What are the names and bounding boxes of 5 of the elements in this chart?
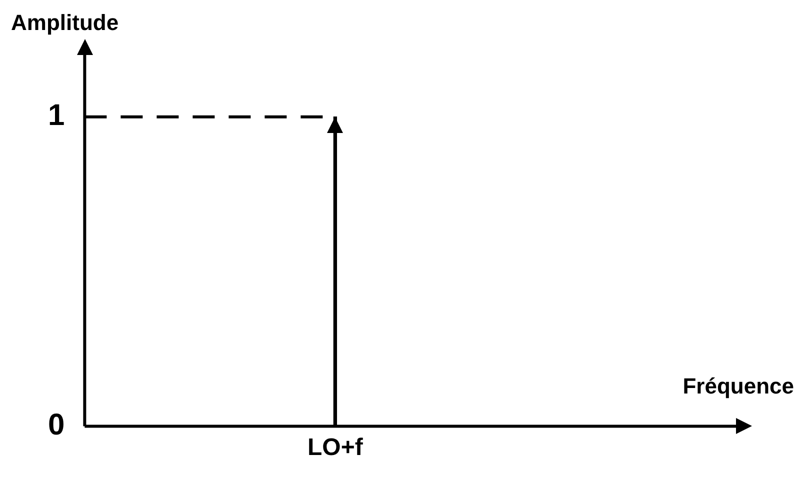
x-tick-label: LO+f [308,434,364,462]
y-tick-label: 0 [48,408,65,442]
y-axis-title: Amplitude [11,10,119,36]
text: Fréquence [682,373,794,398]
y-tick-label: 1 [48,99,65,132]
